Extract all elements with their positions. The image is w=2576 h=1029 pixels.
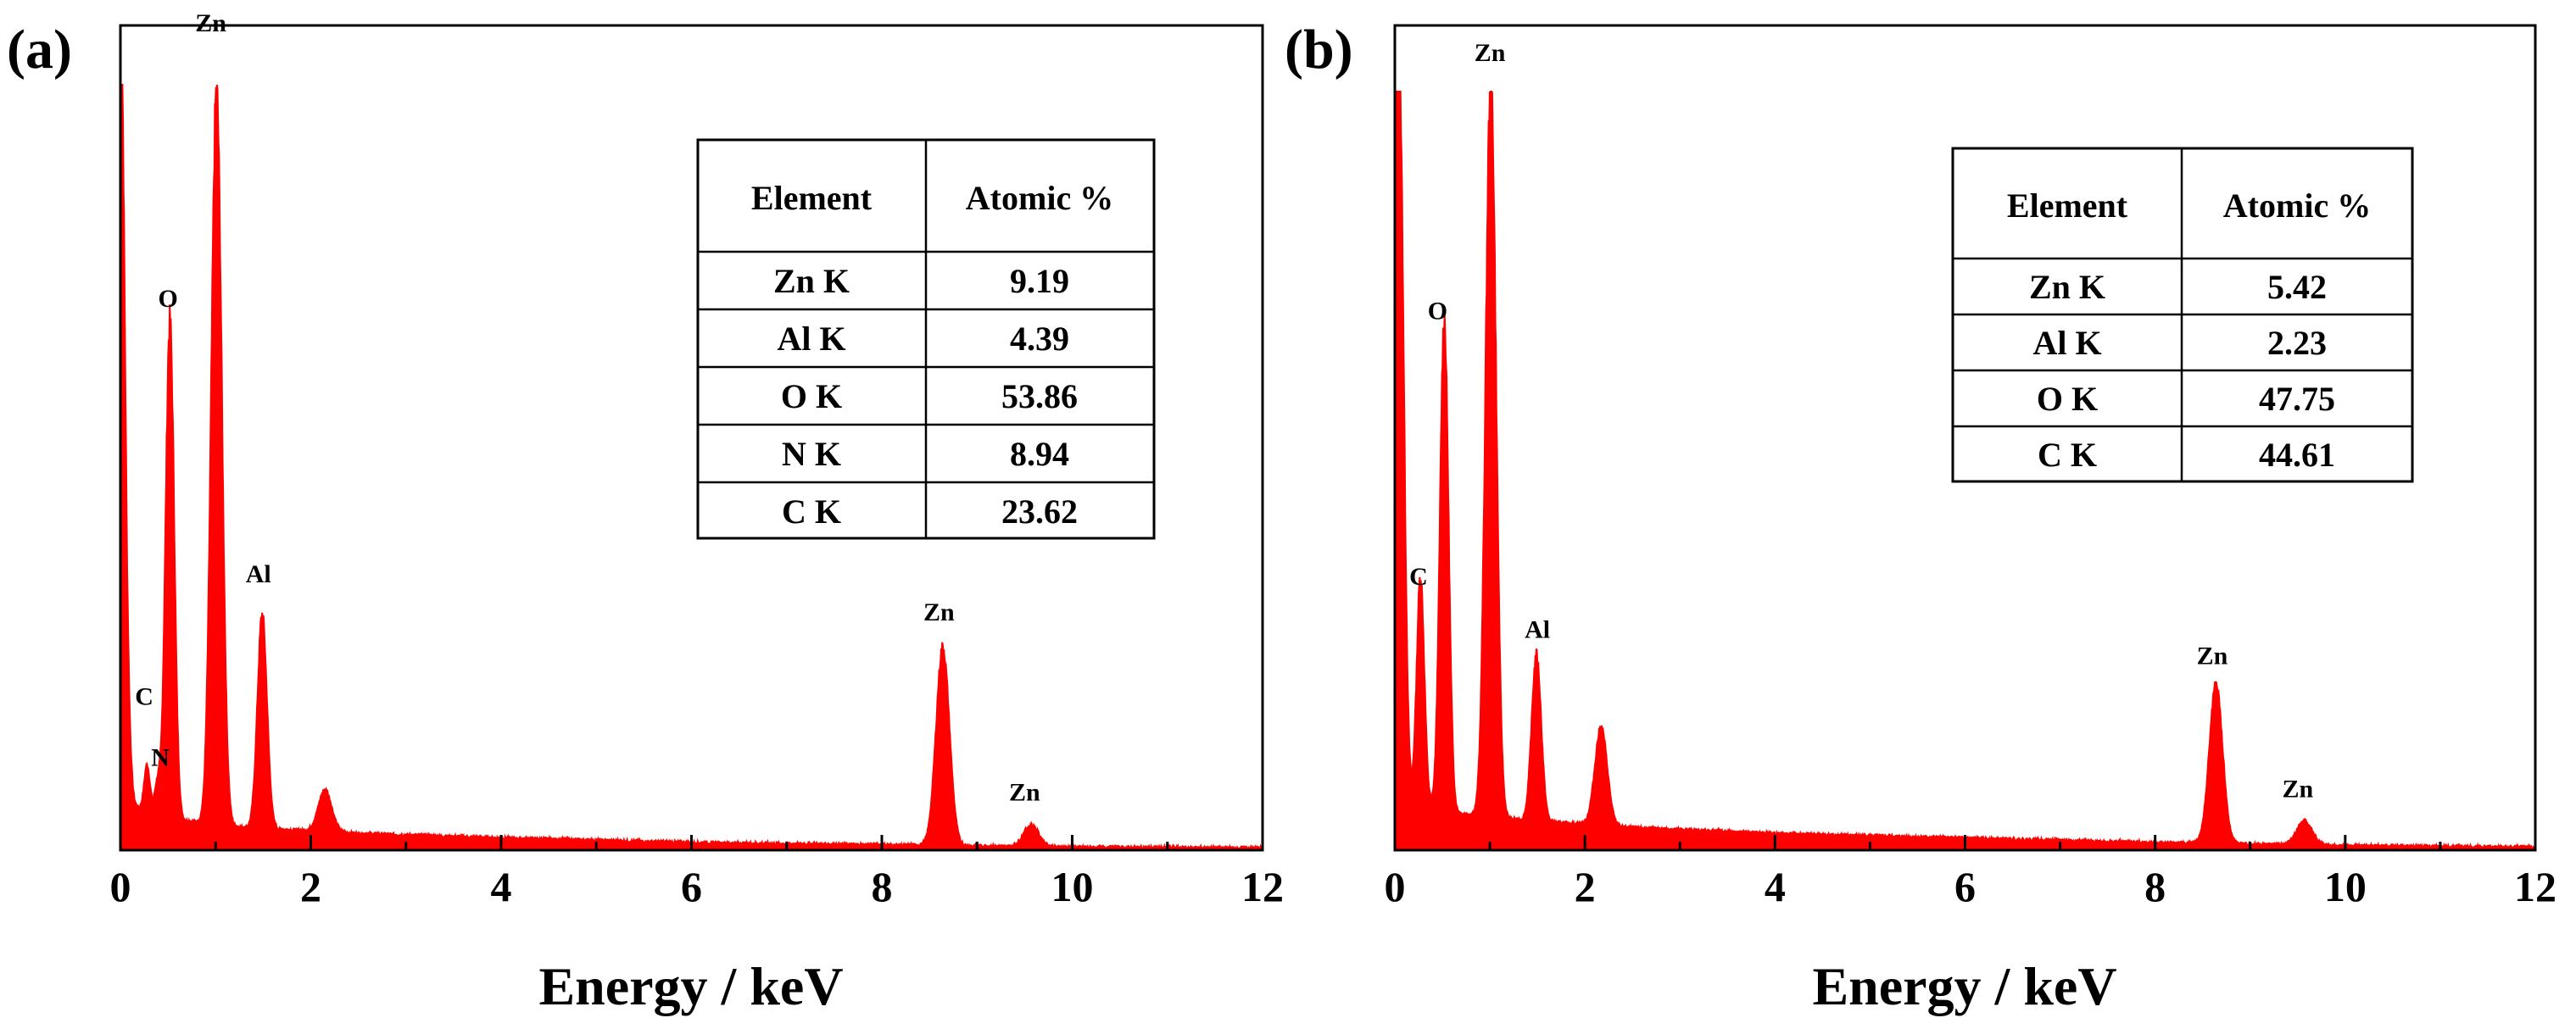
table-cell: 47.75 <box>2259 380 2335 418</box>
x-tick-label: 0 <box>1385 863 1406 910</box>
table-cell: C K <box>2038 436 2097 474</box>
x-tick-label: 6 <box>681 863 702 910</box>
table-cell: N K <box>782 435 841 473</box>
peak-label: Zn <box>195 9 226 37</box>
panel-a: (a) 0 2 4 6 8 10 12 Energy / keV Zn O Al… <box>7 9 1284 1016</box>
table-cell: 23.62 <box>1001 492 1078 531</box>
x-tick-label: 2 <box>300 863 321 910</box>
table-cell: 9.19 <box>1010 262 1069 300</box>
panel-label-a: (a) <box>7 19 72 81</box>
peak-label: Zn <box>1009 778 1040 806</box>
table-cell: Zn K <box>2029 268 2105 306</box>
x-tick-label: 6 <box>1954 863 1976 910</box>
x-tick-marks-a <box>119 835 1264 850</box>
peak-labels-a: Zn O Al C N Zn Zn <box>135 9 1040 807</box>
table-cell: O K <box>781 377 842 415</box>
peak-label: Zn <box>2282 775 2313 803</box>
composition-table-a: Element Atomic % Zn K 9.19 Al K 4.39 O K… <box>696 138 1156 540</box>
peak-label: N <box>151 744 170 772</box>
x-tick-labels-b: 0 2 4 6 8 10 12 <box>1385 863 2557 910</box>
table-cell: Zn K <box>773 262 850 300</box>
peak-label: C <box>1409 563 1428 591</box>
peak-label: Zn <box>2197 642 2228 670</box>
x-tick-label: 10 <box>2324 863 2367 910</box>
table-cell: Al K <box>2032 324 2101 362</box>
peak-label: Al <box>1525 615 1550 643</box>
x-tick-label: 8 <box>2144 863 2166 910</box>
x-tick-label: 12 <box>2514 863 2556 910</box>
table-header: Atomic % <box>966 179 1113 217</box>
peak-label: O <box>1428 298 1447 325</box>
table-cell: 4.39 <box>1010 320 1069 358</box>
table-cell: O K <box>2037 380 2098 418</box>
x-tick-marks-b <box>1393 835 2537 850</box>
table-cell: 53.86 <box>1001 377 1078 415</box>
panel-b: (b) 0 2 4 6 8 10 12 Energy / keV Zn O C … <box>1285 19 2556 1016</box>
x-tick-label: 10 <box>1051 863 1094 910</box>
x-axis-title-b: Energy / keV <box>1812 956 2116 1016</box>
x-tick-label: 0 <box>110 863 131 910</box>
peak-label: C <box>135 682 153 710</box>
x-tick-label: 12 <box>1241 863 1284 910</box>
table-cell: 2.23 <box>2267 324 2327 362</box>
x-tick-label: 4 <box>491 863 512 910</box>
peak-label: O <box>158 285 177 313</box>
x-tick-label: 8 <box>872 863 893 910</box>
peak-labels-b: Zn O C Al Zn Zn <box>1409 39 2313 803</box>
x-tick-label: 4 <box>1765 863 1786 910</box>
composition-table-b: Element Atomic % Zn K 5.42 Al K 2.23 O K… <box>1951 147 2414 483</box>
table-cell: C K <box>782 492 841 531</box>
table-cell: Al K <box>777 320 845 358</box>
table-cell: 8.94 <box>1010 435 1069 473</box>
table-header: Atomic % <box>2223 186 2371 225</box>
x-tick-label: 2 <box>1575 863 1596 910</box>
peak-label: Zn <box>1475 39 1506 67</box>
table-cell: 5.42 <box>2267 268 2327 306</box>
x-tick-labels-a: 0 2 4 6 8 10 12 <box>110 863 1285 910</box>
peak-label: Al <box>246 560 271 588</box>
table-header: Element <box>2007 186 2128 225</box>
table-cell: 44.61 <box>2259 436 2335 474</box>
table-header: Element <box>751 179 873 217</box>
panel-label-b: (b) <box>1285 19 1353 81</box>
peak-label: Zn <box>923 598 955 626</box>
x-axis-title-a: Energy / keV <box>538 956 843 1016</box>
